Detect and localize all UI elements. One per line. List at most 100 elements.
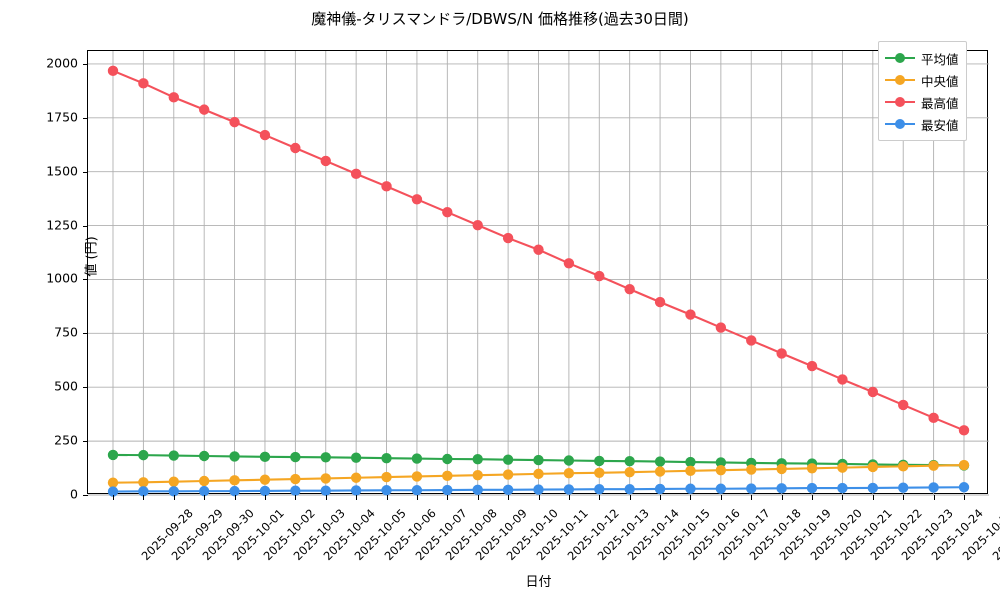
data-point-marker[interactable]: [837, 462, 848, 473]
data-point-marker[interactable]: [411, 194, 423, 205]
data-point-marker[interactable]: [654, 296, 666, 308]
data-point-marker[interactable]: [502, 454, 514, 465]
data-point-marker[interactable]: [198, 475, 210, 487]
data-point-marker[interactable]: [958, 459, 970, 471]
data-point-marker[interactable]: [776, 348, 787, 359]
data-point-marker[interactable]: [381, 485, 392, 496]
data-point-marker[interactable]: [107, 477, 119, 488]
data-point-marker[interactable]: [198, 450, 210, 462]
data-point-marker[interactable]: [837, 374, 848, 385]
data-point-marker[interactable]: [837, 482, 848, 494]
data-point-marker[interactable]: [715, 457, 727, 468]
data-point-marker[interactable]: [594, 270, 605, 282]
data-point-marker[interactable]: [442, 207, 453, 218]
data-point-marker[interactable]: [898, 461, 909, 472]
data-point-marker[interactable]: [624, 466, 635, 478]
data-point-marker[interactable]: [290, 142, 301, 154]
data-point-marker[interactable]: [229, 475, 240, 486]
data-point-marker[interactable]: [290, 485, 301, 496]
data-point-marker[interactable]: [138, 449, 149, 461]
data-point-marker[interactable]: [138, 78, 149, 89]
data-point-marker[interactable]: [502, 469, 514, 480]
data-point-marker[interactable]: [624, 455, 635, 467]
data-point-marker[interactable]: [715, 465, 727, 476]
data-point-marker[interactable]: [928, 460, 939, 471]
data-point-marker[interactable]: [198, 485, 210, 497]
data-point-marker[interactable]: [107, 486, 119, 497]
data-point-marker[interactable]: [776, 463, 787, 475]
data-point-marker[interactable]: [685, 309, 696, 320]
data-point-marker[interactable]: [320, 155, 331, 167]
data-point-marker[interactable]: [411, 485, 423, 496]
data-point-marker[interactable]: [533, 468, 544, 480]
data-point-marker[interactable]: [958, 425, 970, 436]
data-point-marker[interactable]: [320, 485, 331, 496]
data-point-marker[interactable]: [563, 258, 575, 269]
data-point-marker[interactable]: [259, 451, 271, 463]
data-point-marker[interactable]: [533, 454, 544, 466]
data-point-marker[interactable]: [806, 482, 818, 494]
legend-item[interactable]: 最高値: [885, 91, 959, 113]
data-point-marker[interactable]: [715, 322, 727, 333]
data-point-marker[interactable]: [381, 452, 392, 464]
data-point-marker[interactable]: [290, 473, 301, 485]
data-point-marker[interactable]: [350, 485, 362, 496]
data-point-marker[interactable]: [715, 483, 727, 494]
data-point-marker[interactable]: [138, 477, 149, 488]
data-point-marker[interactable]: [624, 283, 635, 295]
data-point-marker[interactable]: [867, 386, 879, 398]
data-point-marker[interactable]: [533, 244, 544, 255]
data-point-marker[interactable]: [806, 360, 818, 372]
legend-item[interactable]: 中央値: [885, 69, 959, 91]
data-point-marker[interactable]: [928, 482, 939, 493]
data-point-marker[interactable]: [472, 484, 483, 496]
data-point-marker[interactable]: [685, 465, 696, 477]
data-point-marker[interactable]: [685, 456, 696, 468]
data-point-marker[interactable]: [259, 485, 271, 497]
data-point-marker[interactable]: [290, 451, 301, 463]
data-point-marker[interactable]: [502, 232, 514, 244]
data-point-marker[interactable]: [867, 482, 879, 494]
data-point-marker[interactable]: [350, 472, 362, 483]
data-point-marker[interactable]: [381, 471, 392, 483]
data-point-marker[interactable]: [168, 450, 179, 461]
data-point-marker[interactable]: [867, 461, 879, 473]
data-point-marker[interactable]: [168, 476, 179, 487]
data-point-marker[interactable]: [563, 468, 575, 479]
data-point-marker[interactable]: [229, 116, 240, 128]
data-point-marker[interactable]: [654, 483, 666, 495]
data-point-marker[interactable]: [594, 455, 605, 467]
data-point-marker[interactable]: [259, 474, 271, 485]
data-point-marker[interactable]: [563, 455, 575, 466]
data-point-marker[interactable]: [502, 484, 514, 496]
data-point-marker[interactable]: [472, 219, 483, 231]
data-point-marker[interactable]: [411, 453, 423, 464]
data-point-marker[interactable]: [654, 456, 666, 467]
data-point-marker[interactable]: [381, 181, 392, 192]
data-point-marker[interactable]: [898, 482, 909, 493]
data-point-marker[interactable]: [259, 129, 271, 141]
data-point-marker[interactable]: [442, 453, 453, 465]
data-point-marker[interactable]: [563, 484, 575, 495]
data-point-marker[interactable]: [746, 483, 757, 494]
legend-item[interactable]: 最安値: [885, 113, 959, 135]
data-point-marker[interactable]: [472, 469, 483, 481]
data-point-marker[interactable]: [958, 482, 970, 493]
data-point-marker[interactable]: [320, 452, 331, 463]
data-point-marker[interactable]: [107, 65, 119, 77]
data-point-marker[interactable]: [198, 104, 210, 115]
data-point-marker[interactable]: [594, 467, 605, 478]
data-point-marker[interactable]: [138, 486, 149, 497]
data-point-marker[interactable]: [411, 471, 423, 482]
data-point-marker[interactable]: [806, 463, 818, 474]
data-point-marker[interactable]: [533, 484, 544, 495]
data-point-marker[interactable]: [746, 464, 757, 475]
data-point-marker[interactable]: [624, 483, 635, 495]
data-point-marker[interactable]: [685, 483, 696, 494]
data-point-marker[interactable]: [776, 483, 787, 494]
data-point-marker[interactable]: [168, 92, 179, 103]
data-point-marker[interactable]: [442, 484, 453, 496]
data-point-marker[interactable]: [168, 486, 179, 497]
data-point-marker[interactable]: [229, 485, 240, 497]
data-point-marker[interactable]: [898, 399, 909, 411]
